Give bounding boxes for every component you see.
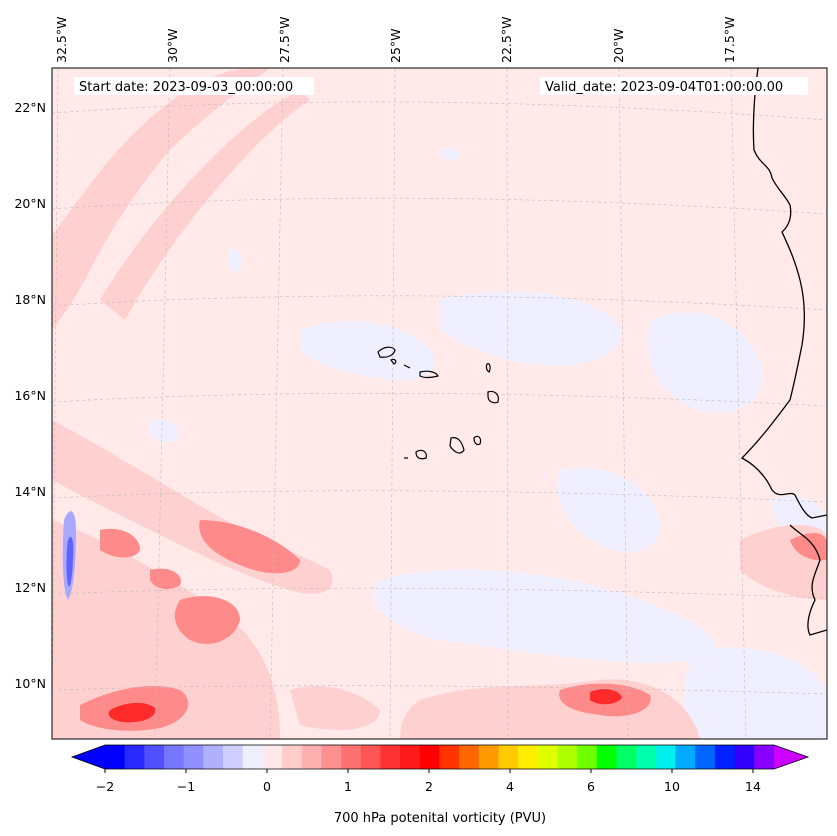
colorbar-tick-labels: −2 −1 0 1 2 4 6 10 14	[96, 779, 761, 794]
lon-label-22-5w: 22.5°W	[499, 17, 514, 63]
colorbar-under-arrow	[72, 745, 105, 769]
colorbar-segment	[754, 745, 775, 769]
colorbar-segment	[360, 745, 381, 769]
colorbar-segment	[223, 745, 244, 769]
lon-label-30w: 30°W	[165, 28, 180, 63]
cape-verde-islands	[377, 346, 499, 460]
colorbar-segment	[301, 745, 322, 769]
pv-negative-patches	[149, 148, 827, 739]
lat-label-22n: 22°N	[14, 100, 46, 115]
lat-label-12n: 12°N	[14, 580, 46, 595]
colorbar-segment	[262, 745, 283, 769]
colorbar-segment	[183, 745, 204, 769]
colorbar-segment	[655, 745, 677, 769]
colorbar-segment	[577, 745, 598, 769]
colorbar-segment	[695, 745, 716, 769]
colorbar-segment	[557, 745, 578, 769]
lat-label-14n: 14°N	[14, 484, 46, 499]
cb-tick-label: −1	[177, 779, 195, 794]
map-frame	[51, 67, 828, 740]
graticule	[52, 68, 827, 739]
lat-label-16n: 16°N	[14, 388, 46, 403]
cb-tick-label: 4	[506, 779, 514, 794]
colorbar-segment	[321, 745, 342, 769]
colorbar-segment	[400, 745, 421, 769]
colorbar-over-arrow	[774, 745, 808, 769]
colorbar-segments	[105, 745, 775, 769]
lon-label-20w: 20°W	[611, 28, 626, 63]
colorbar-segment	[714, 745, 736, 769]
cb-tick-label: 2	[425, 779, 433, 794]
valid-date-box	[540, 77, 808, 95]
colorbar-segment	[675, 745, 696, 769]
pv-peak-cores	[108, 689, 622, 723]
colorbar: −2 −1 0 1 2 4 6 10 14 700 hPa potenital …	[70, 744, 810, 826]
colorbar-segment	[596, 745, 617, 769]
colorbar-segment	[124, 745, 145, 769]
colorbar-segment	[380, 745, 401, 769]
colorbar-segment	[439, 745, 460, 769]
lon-label-32-5w: 32.5°W	[54, 17, 69, 63]
colorbar-segment	[616, 745, 637, 769]
colorbar-segment	[164, 745, 185, 769]
colorbar-segment	[105, 745, 126, 769]
lon-label-25w: 25°W	[388, 28, 403, 63]
lon-label-27-5w: 27.5°W	[277, 17, 292, 63]
colorbar-segment	[203, 745, 224, 769]
colorbar-segment	[518, 745, 539, 769]
lat-label-18n: 18°N	[14, 292, 46, 307]
cb-tick-label: 14	[745, 779, 761, 794]
map-panel	[52, 68, 827, 739]
colorbar-segment	[282, 745, 303, 769]
colorbar-ticks	[104, 769, 754, 773]
colorbar-segment	[734, 745, 755, 769]
colorbar-segment	[242, 745, 263, 769]
lat-label-10n: 10°N	[14, 676, 46, 691]
cb-tick-label: −2	[96, 779, 114, 794]
pv-negative-streak	[62, 511, 76, 600]
valid-date-label: Valid_date: 2023-09-04T01:00:00.00	[545, 80, 783, 95]
start-date-label: Start date: 2023-09-03_00:00:00	[79, 80, 293, 95]
lat-label-20n: 20°N	[14, 196, 46, 211]
colorbar-segment	[144, 745, 165, 769]
colorbar-segment	[498, 745, 519, 769]
start-date-box	[74, 77, 314, 95]
lon-label-17-5w: 17.5°W	[722, 17, 737, 63]
colorbar-label: 700 hPa potenital vorticity (PVU)	[334, 811, 546, 826]
cb-tick-label: 1	[344, 779, 352, 794]
colorbar-segment	[478, 745, 499, 769]
colorbar-segment	[537, 745, 558, 769]
cb-tick-label: 0	[263, 779, 271, 794]
colorbar-segment	[341, 745, 362, 769]
colorbar-segment	[459, 745, 480, 769]
africa-coastline-south	[789, 524, 827, 636]
colorbar-segment	[419, 745, 440, 769]
africa-coastline	[740, 68, 827, 519]
cb-tick-label: 10	[664, 779, 680, 794]
latitude-labels: 22°N 20°N 18°N 16°N 14°N 12°N 10°N	[14, 100, 46, 691]
longitude-labels: 32.5°W 30°W 27.5°W 25°W 22.5°W 20°W 17.5…	[54, 17, 737, 63]
colorbar-segment	[636, 745, 657, 769]
cb-tick-label: 6	[587, 779, 595, 794]
